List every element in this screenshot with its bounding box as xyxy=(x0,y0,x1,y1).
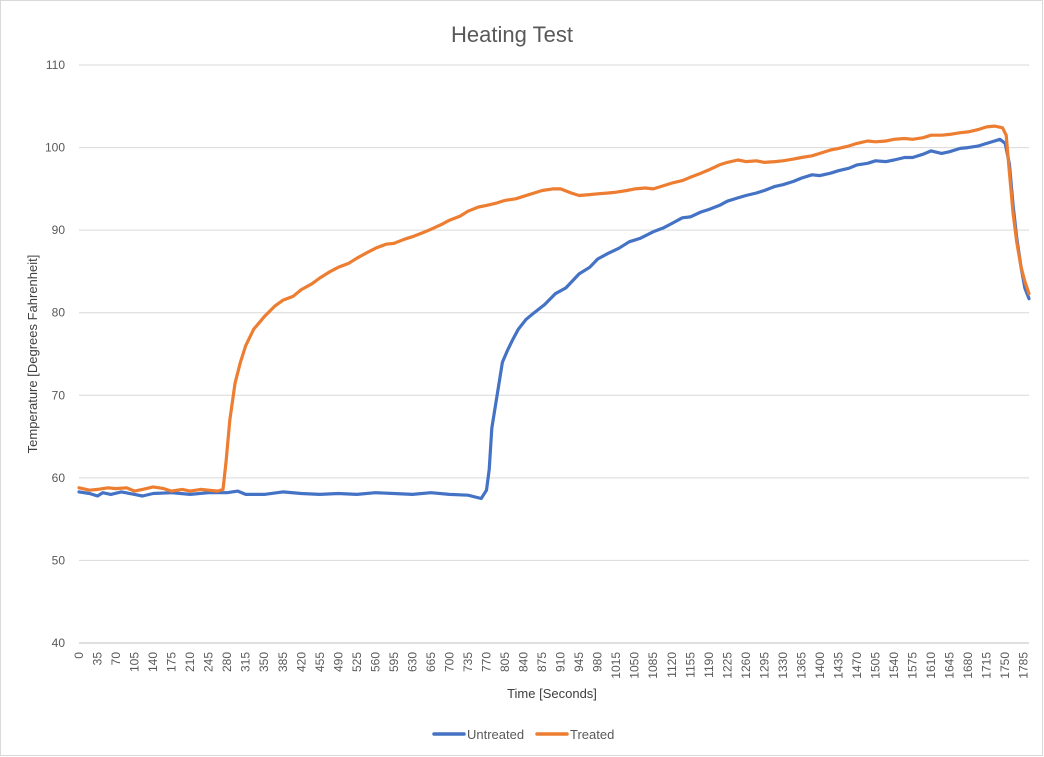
x-tick-label: 560 xyxy=(368,652,382,672)
y-axis-title: Temperature [Degrees Fahrenheit] xyxy=(25,255,40,454)
y-tick-label: 70 xyxy=(52,388,66,402)
y-tick-labels: 40 50 60 70 80 90 100 110 xyxy=(45,58,65,650)
series-line-untreated xyxy=(77,137,1031,501)
x-tick-label: 1400 xyxy=(813,652,827,679)
x-tick-label: 1645 xyxy=(943,652,957,679)
y-tick-label: 60 xyxy=(52,471,66,485)
x-tick-label: 70 xyxy=(109,652,123,666)
x-tick-label: 1050 xyxy=(628,652,642,679)
x-tick-label: 1575 xyxy=(906,652,920,679)
x-tick-label: 1365 xyxy=(794,652,808,679)
y-tick-label: 40 xyxy=(52,636,66,650)
x-tick-label: 1190 xyxy=(702,652,716,678)
series-lines xyxy=(77,124,1031,501)
x-tick-label: 245 xyxy=(202,652,216,672)
x-tick-label: 1155 xyxy=(683,652,697,678)
x-tick-label: 1715 xyxy=(980,652,994,679)
series-line-treated xyxy=(77,124,1031,493)
y-tick-label: 80 xyxy=(52,306,66,320)
x-axis-title: Time [Seconds] xyxy=(507,686,597,701)
x-tick-label: 700 xyxy=(442,652,456,672)
x-tick-label: 770 xyxy=(480,652,494,672)
x-tick-label: 1470 xyxy=(850,652,864,679)
x-tick-label: 910 xyxy=(554,652,568,672)
x-tick-label: 175 xyxy=(165,652,179,672)
x-tick-label: 945 xyxy=(572,652,586,672)
y-tick-label: 100 xyxy=(45,141,65,155)
x-tick-label: 1680 xyxy=(961,652,975,679)
x-tick-label: 350 xyxy=(257,652,271,672)
x-tick-label: 210 xyxy=(183,652,197,672)
x-tick-label: 1015 xyxy=(609,652,623,679)
x-tick-label: 1295 xyxy=(757,652,771,679)
x-tick-label: 105 xyxy=(128,652,142,672)
x-tick-label: 1330 xyxy=(776,652,790,679)
x-tick-label: 875 xyxy=(535,652,549,672)
gridlines xyxy=(79,64,1029,644)
x-tick-label: 1505 xyxy=(869,652,883,679)
x-tick-label: 805 xyxy=(498,652,512,672)
x-tick-label: 840 xyxy=(517,652,531,672)
y-tick-label: 110 xyxy=(46,58,65,72)
x-tick-label: 385 xyxy=(276,652,290,672)
legend-label-treated: Treated xyxy=(570,727,614,742)
x-tick-labels: 0 35 70 105 140 175 210 245 280 315 350 385 420 455 49… xyxy=(72,652,1031,679)
x-tick-label: 665 xyxy=(424,652,438,672)
x-tick-label: 490 xyxy=(331,652,345,672)
y-tick-label: 50 xyxy=(52,553,66,567)
x-tick-label: 280 xyxy=(220,652,234,672)
legend: Untreated Treated xyxy=(432,727,614,742)
x-tick-label: 455 xyxy=(313,652,327,672)
x-tick-label: 1120 xyxy=(665,652,679,678)
x-tick-label: 1540 xyxy=(887,652,901,679)
x-tick-label: 525 xyxy=(350,652,364,672)
y-tick-label: 90 xyxy=(52,223,66,237)
x-tick-label: 1785 xyxy=(1017,652,1031,679)
x-tick-label: 315 xyxy=(239,652,253,672)
x-tick-label: 1610 xyxy=(924,652,938,679)
x-tick-label: 1225 xyxy=(720,652,734,679)
x-tick-label: 1435 xyxy=(831,652,845,679)
x-tick-label: 1260 xyxy=(739,652,753,679)
x-tick-label: 630 xyxy=(405,652,419,672)
x-tick-label: 1085 xyxy=(646,652,660,679)
x-tick-label: 1750 xyxy=(998,652,1012,679)
x-tick-label: 140 xyxy=(146,652,160,672)
x-tick-label: 0 xyxy=(72,652,86,659)
x-tick-label: 420 xyxy=(294,652,308,672)
x-tick-label: 595 xyxy=(387,652,401,672)
chart-title: Heating Test xyxy=(451,22,573,47)
x-tick-label: 980 xyxy=(591,652,605,672)
x-tick-label: 35 xyxy=(91,652,105,666)
legend-label-untreated: Untreated xyxy=(467,727,524,742)
x-tick-label: 735 xyxy=(461,652,475,672)
